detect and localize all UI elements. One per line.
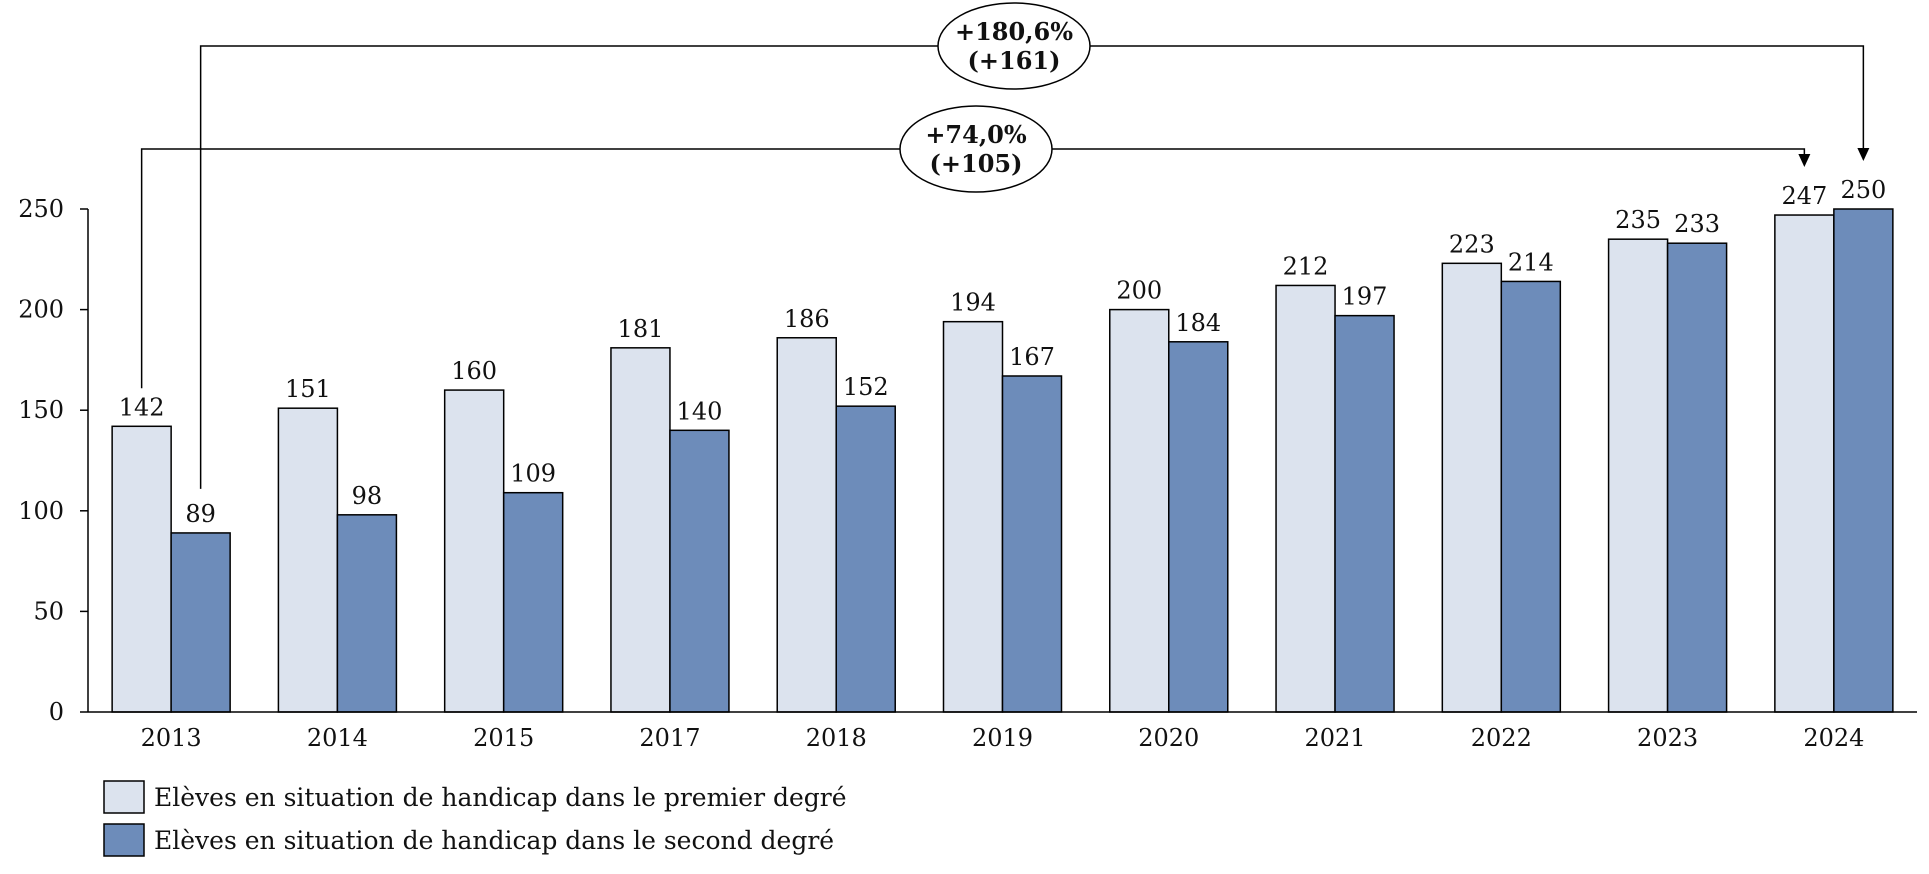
data-label: 186 (784, 305, 830, 333)
y-tick-label: 0 (49, 698, 64, 726)
y-tick-label: 200 (18, 296, 64, 324)
bar-2013-series-2 (170, 532, 231, 713)
annotation-percent: +74,0% (925, 120, 1027, 149)
bar-2017-series-1 (610, 347, 671, 713)
data-label: 89 (185, 500, 216, 528)
x-tick-label: 2019 (972, 724, 1033, 752)
data-label: 223 (1449, 230, 1495, 258)
annotation-absolute: (+161) (968, 46, 1061, 75)
growth-annotation-1: +180,6%(+161) (199, 2, 1870, 489)
bar-2017-series-2 (669, 429, 730, 713)
data-labels: 142 151 160 181 186 194 200 212 223 235 247 89 98 109… (119, 176, 1887, 528)
annotation-ellipse (899, 105, 1053, 193)
data-label: 200 (1116, 277, 1162, 305)
data-label: 197 (1342, 283, 1388, 311)
data-label: 214 (1508, 248, 1554, 276)
bar-2019-series-1 (942, 320, 1004, 713)
data-label: 235 (1615, 206, 1661, 234)
bar-2021-series-2 (1334, 314, 1395, 713)
x-tick-label: 2024 (1803, 724, 1864, 752)
bar-2018-series-2 (835, 405, 896, 713)
x-tick-label: 2021 (1305, 724, 1366, 752)
growth-annotation-2: +74,0%(+105) (140, 105, 1811, 389)
x-tick-label: 2022 (1471, 724, 1532, 752)
bar-2024-series-1 (1774, 214, 1835, 713)
data-label: 152 (843, 373, 889, 401)
y-tick-label: 50 (33, 597, 64, 625)
y-tick-label: 250 (18, 195, 64, 223)
bar-2015-series-1 (443, 389, 505, 713)
x-tick-label: 2017 (639, 724, 700, 752)
bar-2019-series-2 (1001, 375, 1063, 713)
legend: Elèves en situation de handicap dans le … (103, 780, 847, 857)
x-tick-label: 2013 (141, 724, 202, 752)
bar-2014-series-2 (336, 514, 398, 713)
x-tick-label: 2015 (473, 724, 534, 752)
data-label: 142 (119, 393, 165, 421)
x-axis: 2013 2014 2015 2017 2018 2019 2020 2021 2022 2023… (88, 711, 1917, 752)
y-tick-label: 100 (18, 497, 64, 525)
bar-2024-series-2 (1833, 208, 1894, 713)
bars (111, 208, 1894, 713)
bar-2022-series-1 (1441, 262, 1503, 713)
data-label: 184 (1175, 309, 1221, 337)
x-tick-label: 2018 (806, 724, 867, 752)
legend-swatch-1 (103, 780, 145, 814)
legend-swatch-2 (103, 823, 145, 857)
data-label: 109 (510, 460, 556, 488)
data-label: 151 (285, 375, 331, 403)
y-tick-label: 150 (18, 396, 64, 424)
x-tick-label: 2020 (1138, 724, 1199, 752)
annotation-percent: +180,6% (955, 17, 1073, 46)
x-tick-label: 2023 (1637, 724, 1698, 752)
bar-2018-series-1 (776, 337, 837, 713)
data-label: 212 (1283, 252, 1329, 280)
bar-2022-series-2 (1500, 280, 1562, 713)
data-label: 194 (950, 289, 996, 317)
x-tick-label: 2014 (307, 724, 368, 752)
data-label: 233 (1674, 210, 1720, 238)
data-label: 167 (1009, 343, 1055, 371)
bar-2013-series-1 (111, 425, 172, 713)
bar-2015-series-2 (502, 491, 564, 713)
y-axis: 0 50 100 150 200 250 (18, 195, 89, 726)
data-label: 181 (618, 315, 664, 343)
data-label: 247 (1781, 182, 1827, 210)
legend-label-1: Elèves en situation de handicap dans le … (154, 783, 847, 812)
legend-label-2: Elèves en situation de handicap dans le … (154, 826, 834, 855)
arrow-head (1798, 154, 1811, 168)
bar-2014-series-1 (277, 407, 339, 713)
growth-annotations: +180,6%(+161)+74,0%(+105) (140, 2, 1870, 489)
bar-2021-series-1 (1275, 284, 1336, 713)
bar-2020-series-1 (1109, 308, 1170, 713)
annotation-ellipse (937, 2, 1091, 90)
data-label: 140 (677, 397, 723, 425)
bar-2023-series-1 (1607, 238, 1669, 713)
arrow-head (1857, 148, 1870, 161)
data-label: 160 (451, 357, 497, 385)
data-label: 250 (1840, 176, 1886, 204)
annotation-absolute: (+105) (930, 149, 1023, 178)
bar-2023-series-2 (1666, 242, 1728, 713)
data-label: 98 (352, 482, 383, 510)
bar-2020-series-2 (1168, 341, 1229, 713)
